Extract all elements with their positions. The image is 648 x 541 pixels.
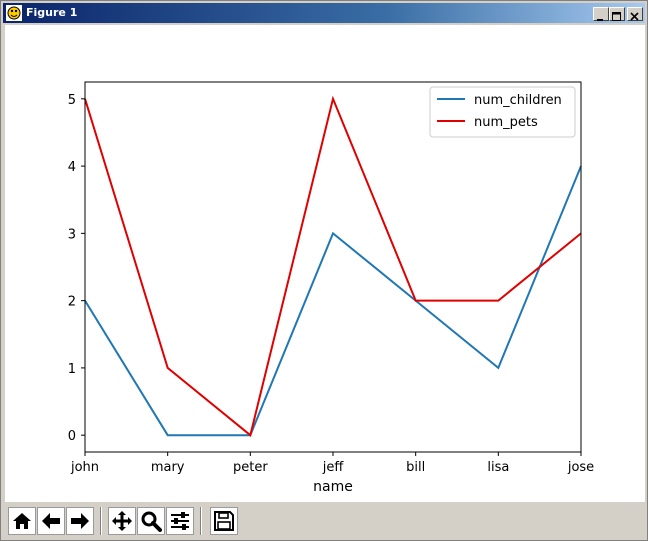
sliders-icon <box>171 512 189 530</box>
x-tick-label: john <box>70 460 99 475</box>
line-chart: john mary peter jeff bill lisa jose 0 1 2 3 4 5 name… <box>68 81 594 495</box>
home-icon <box>13 513 31 529</box>
window-title: Figure 1 <box>26 6 78 19</box>
legend-frame <box>429 86 576 138</box>
legend-entry: num_pets <box>474 115 538 130</box>
x-tick-label: jose <box>567 460 594 475</box>
python-app-icon <box>6 5 22 21</box>
x-axis-label: name <box>313 479 353 495</box>
y-tick-label: 2 <box>68 295 76 310</box>
back-button[interactable] <box>37 507 65 535</box>
zoom-button[interactable] <box>137 507 165 535</box>
arrow-left-icon <box>42 513 60 529</box>
x-tick-label: jeff <box>322 460 345 475</box>
move-icon <box>112 511 132 531</box>
x-tick-label: mary <box>151 460 185 475</box>
configure-subplots-button[interactable] <box>166 507 194 535</box>
x-tick-label: lisa <box>487 460 509 475</box>
y-tick-label: 4 <box>68 160 76 175</box>
y-tick-label: 0 <box>68 429 76 444</box>
maximize-button[interactable] <box>609 7 625 21</box>
arrow-right-icon <box>71 513 89 529</box>
y-tick-label: 3 <box>68 227 76 242</box>
maximize-icon <box>612 12 621 21</box>
series-line-num-pets <box>84 95 582 437</box>
minimize-button[interactable] <box>593 7 609 21</box>
close-button[interactable] <box>627 7 643 21</box>
toolbar-separator <box>200 507 202 535</box>
save-button[interactable] <box>210 507 238 535</box>
title-bar[interactable]: Figure 1 <box>3 3 645 23</box>
floppy-disk-icon <box>214 511 234 531</box>
figure-canvas[interactable]: john mary peter jeff bill lisa jose 0 1 2 3 4 5 name… <box>5 25 645 502</box>
legend-entry: num_children <box>474 93 562 108</box>
pan-button[interactable] <box>108 507 136 535</box>
navigation-toolbar <box>5 504 645 538</box>
toolbar-separator <box>100 507 102 535</box>
home-button[interactable] <box>8 507 36 535</box>
x-tick-label: bill <box>406 460 425 475</box>
y-tick-label: 1 <box>68 362 76 377</box>
series-line-num-children <box>84 165 582 437</box>
magnifier-icon <box>141 511 162 532</box>
forward-button[interactable] <box>66 507 94 535</box>
y-tick-label: 5 <box>68 93 76 108</box>
close-icon <box>630 12 639 21</box>
legend: num_children num_pets <box>429 86 576 138</box>
x-tick-label: peter <box>233 460 268 475</box>
minimize-icon <box>597 19 603 21</box>
